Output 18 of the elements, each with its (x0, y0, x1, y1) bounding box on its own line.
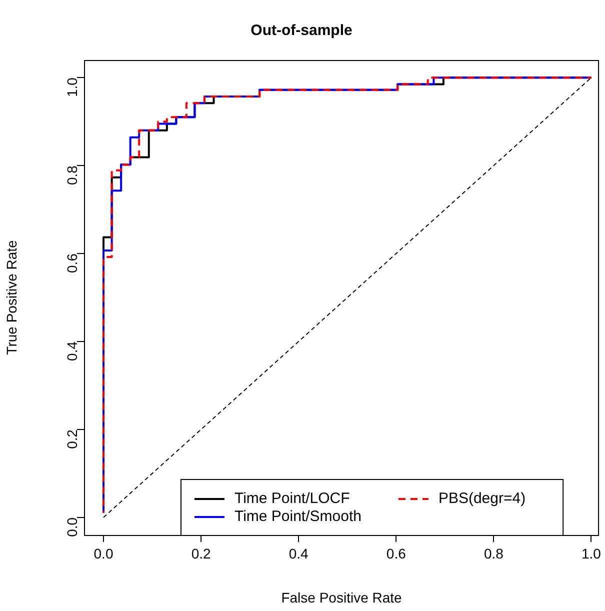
y-axis-title: True Positive Rate (3, 240, 20, 355)
chart-title: Out-of-sample (250, 22, 352, 40)
x-tick-label: 0.4 (288, 545, 309, 562)
x-axis-title: False Positive Rate (281, 589, 402, 606)
legend-label: Time Point/Smooth (234, 508, 362, 526)
x-tick-label: 0.0 (94, 545, 114, 562)
x-tick-label: 0.6 (386, 545, 406, 562)
legend-label: Time Point/LOCF (234, 490, 350, 508)
legend-label: PBS(degr=4) (438, 490, 526, 508)
x-tick-label: 0.2 (191, 545, 211, 562)
y-tick-label: 0.2 (64, 429, 80, 449)
x-tick-label: 1.0 (582, 545, 602, 562)
y-tick-label: 0.0 (64, 517, 80, 537)
y-tick-label: 0.4 (64, 341, 80, 361)
y-tick-label: 0.8 (64, 165, 80, 186)
y-tick-label: 0.6 (64, 253, 80, 273)
y-tick-label: 1.0 (64, 77, 80, 98)
x-tick-label: 0.8 (484, 545, 504, 562)
